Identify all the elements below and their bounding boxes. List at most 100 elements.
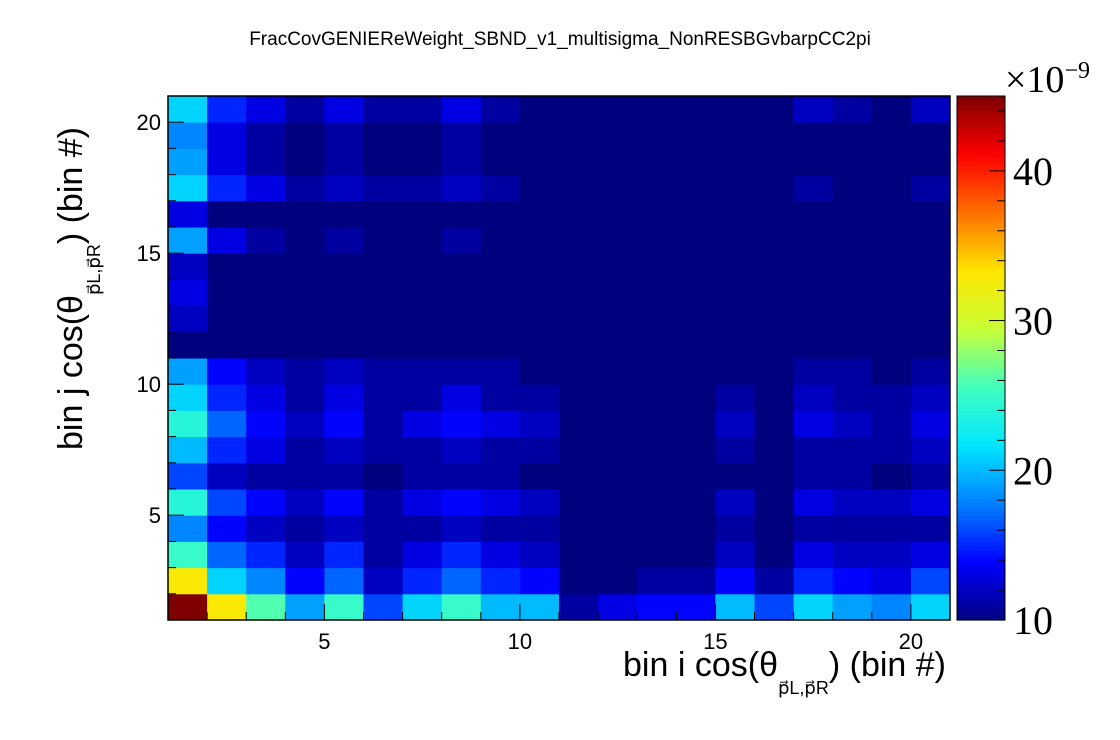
- heatmap-cell: [676, 462, 716, 490]
- heatmap-cell: [480, 384, 521, 411]
- heatmap-cell: [285, 253, 325, 280]
- heatmap-cell: [519, 436, 560, 464]
- heatmap-cell: [715, 148, 755, 176]
- heatmap-cell: [559, 541, 599, 569]
- color-scale-segment: [957, 113, 1005, 119]
- heatmap-cell: [285, 462, 325, 490]
- color-scale-segment: [957, 392, 1005, 398]
- heatmap-cell: [285, 515, 325, 542]
- heatmap-cell: [910, 358, 951, 385]
- heatmap-cell: [285, 148, 325, 176]
- color-scale-segment: [957, 292, 1005, 298]
- heatmap-cell: [246, 541, 286, 569]
- color-scale-segment: [957, 196, 1005, 202]
- heatmap-cell: [637, 305, 677, 333]
- heatmap-cell: [793, 227, 834, 254]
- heatmap-cell: [637, 331, 677, 359]
- heatmap-cell: [715, 567, 755, 595]
- heatmap-cell: [676, 515, 716, 542]
- heatmap-cell: [519, 489, 560, 516]
- heatmap-cell: [324, 227, 364, 254]
- heatmap-cell: [207, 122, 247, 149]
- heatmap-cell: [871, 227, 912, 254]
- color-scale-segment: [957, 331, 1005, 337]
- color-scale-segment: [957, 130, 1005, 136]
- heatmap-cell: [285, 122, 325, 149]
- heatmap-cell: [754, 148, 795, 176]
- heatmap-cell: [598, 489, 638, 516]
- heatmap-cell: [402, 462, 443, 490]
- heatmap-cell: [519, 515, 560, 542]
- color-scale-segment: [957, 571, 1005, 577]
- heatmap-cell: [637, 436, 677, 464]
- color-scale-segment: [957, 178, 1005, 184]
- heatmap-cell: [871, 384, 912, 411]
- heatmap-cell: [324, 122, 364, 149]
- heatmap-cell: [324, 515, 364, 542]
- color-scale-segment: [957, 349, 1005, 355]
- heatmap-cell: [559, 410, 599, 438]
- heatmap-cell: [754, 384, 795, 411]
- color-scale-segment: [957, 414, 1005, 420]
- heatmap-cell: [324, 593, 364, 621]
- heatmap-cell: [246, 253, 286, 280]
- color-scale-segment: [957, 200, 1005, 206]
- heatmap-cell: [754, 96, 795, 123]
- heatmap-cell: [793, 279, 834, 307]
- heatmap-cell: [324, 148, 364, 176]
- heatmap-cell: [363, 279, 404, 307]
- heatmap-cell: [207, 331, 247, 359]
- heatmap-cell: [324, 436, 364, 464]
- heatmap-cell: [363, 593, 404, 621]
- heatmap-cell: [598, 148, 638, 176]
- color-scale-segment: [957, 458, 1005, 464]
- color-scale-segment: [957, 436, 1005, 442]
- heatmap-cell: [676, 567, 716, 595]
- heatmap-cell: [871, 148, 912, 176]
- heatmap-cell: [402, 253, 443, 280]
- heatmap-cell: [285, 384, 325, 411]
- heatmap-cell: [598, 384, 638, 411]
- heatmap-cell: [324, 331, 364, 359]
- heatmap-cell: [441, 148, 482, 176]
- heatmap-cell: [910, 567, 951, 595]
- heatmap-cell: [324, 358, 364, 385]
- heatmap-cell: [168, 462, 208, 490]
- heatmap-cell: [480, 279, 521, 307]
- z-tick-label: 20: [1013, 448, 1053, 493]
- color-scale-segment: [957, 554, 1005, 560]
- heatmap-cell: [871, 410, 912, 438]
- heatmap-cell: [519, 227, 560, 254]
- heatmap-cell: [793, 253, 834, 280]
- heatmap-cell: [910, 148, 951, 176]
- heatmap-cell: [832, 567, 873, 595]
- heatmap-cell: [910, 541, 951, 569]
- heatmap-cell: [519, 148, 560, 176]
- heatmap-cell: [637, 96, 677, 123]
- heatmap-cell: [441, 593, 482, 621]
- heatmap-cell: [519, 541, 560, 569]
- color-scale-segment: [957, 375, 1005, 381]
- heatmap-cell: [441, 384, 482, 411]
- color-scale-segment: [957, 318, 1005, 324]
- heatmap-cell: [480, 515, 521, 542]
- color-scale-segment: [957, 235, 1005, 241]
- heatmap-cell: [871, 200, 912, 228]
- heatmap-cell: [324, 253, 364, 280]
- heatmap-cell: [598, 436, 638, 464]
- z-tick-label: 40: [1013, 149, 1053, 194]
- x-axis-label-subscript: p⃗L,p⃗R: [778, 678, 829, 698]
- heatmap-cell: [441, 174, 482, 202]
- heatmap-cell: [559, 253, 599, 280]
- heatmap-cell: [363, 122, 404, 149]
- heatmap-cell: [598, 279, 638, 307]
- color-scale-segment: [957, 314, 1005, 320]
- y-axis-label-text: bin j cos(θ: [52, 295, 90, 450]
- heatmap-cell: [832, 462, 873, 490]
- heatmap-cell: [402, 515, 443, 542]
- color-scale-segment: [957, 183, 1005, 189]
- heatmap-cell: [519, 462, 560, 490]
- heatmap-cell: [559, 227, 599, 254]
- heatmap-cell: [871, 436, 912, 464]
- color-scale-segment: [957, 358, 1005, 363]
